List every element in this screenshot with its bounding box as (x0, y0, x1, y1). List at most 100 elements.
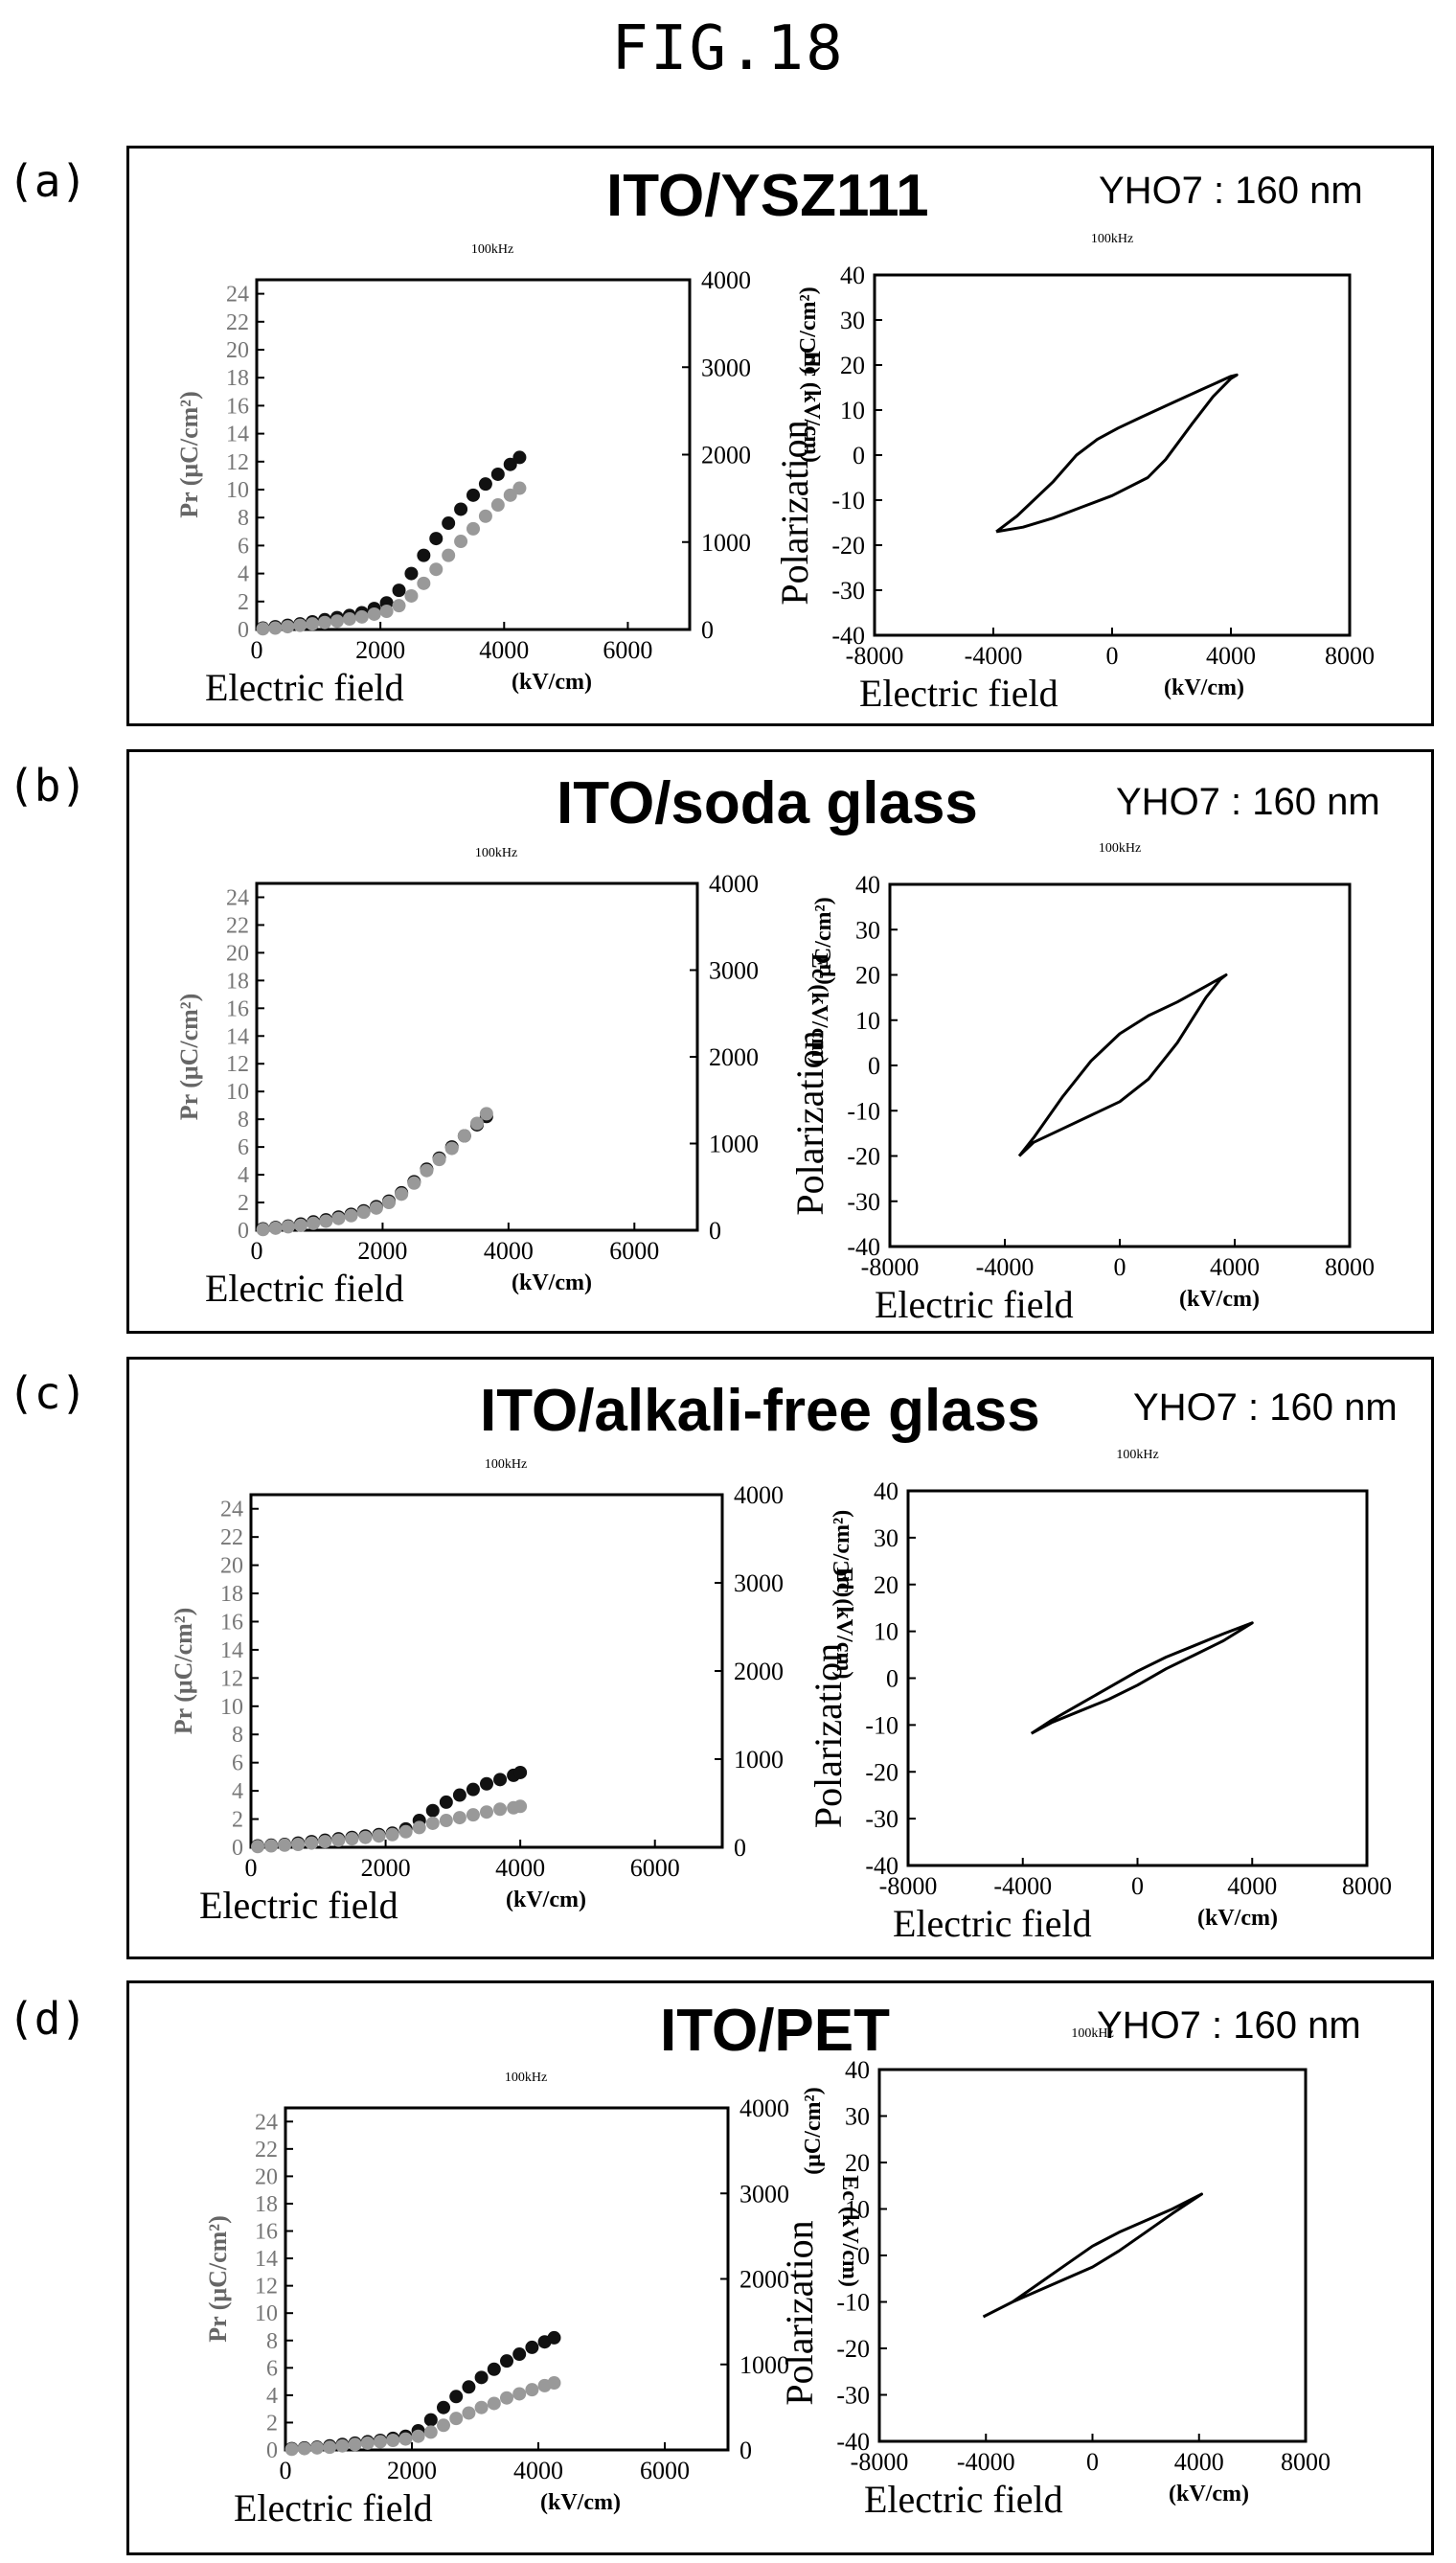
ec-point (318, 615, 332, 629)
y-tick-label: 6 (238, 1135, 249, 1160)
panel-b: ITO/soda glass YHO7 : 160 nm (126, 749, 1434, 1334)
y-tick-label: 2 (238, 590, 249, 615)
y-tick-label: 20 (226, 338, 249, 363)
ec-point (398, 1824, 413, 1839)
y2-tick-label: 2000 (709, 1043, 759, 1071)
x-tick-label: 4000 (479, 636, 529, 664)
y-tick-label: 12 (255, 2275, 278, 2300)
y2-tick-label: 3000 (734, 1569, 784, 1597)
ec-point (474, 2400, 489, 2414)
x-axis-label: Electric field (859, 672, 1058, 715)
y2-tick-label: 1000 (734, 1746, 784, 1774)
y-tick-label: 40 (855, 871, 880, 899)
y-tick-label: 2 (238, 1191, 249, 1216)
panel-c: ITO/alkali-free glass YHO7 : 160 nm (126, 1357, 1434, 1959)
panel-letter-a: (a) (8, 155, 88, 207)
ec-point (356, 1205, 371, 1220)
y2-tick-label: 1000 (709, 1131, 759, 1158)
pr-point (487, 2362, 501, 2376)
pr-point (480, 1776, 493, 1791)
x-tick-label: 4000 (484, 1237, 534, 1265)
y2-tick-label: 1000 (701, 529, 751, 557)
y-tick-label: 24 (255, 2110, 278, 2135)
freq-label: 100kHz (505, 2071, 547, 2085)
ec-point (417, 576, 431, 590)
x-axis-label: Electric field (205, 666, 404, 709)
y-axis-label: Polarization (807, 1643, 850, 1828)
x-tick-label: 4000 (1210, 1253, 1260, 1281)
ec-point (454, 535, 468, 549)
y-tick-label: -10 (865, 1711, 899, 1739)
x-axis-label: Electric field (864, 2478, 1063, 2521)
y-tick-label: 10 (855, 1007, 880, 1035)
panel-a: ITO/YSZ111 YHO7 : 160 nm (126, 146, 1434, 726)
y-tick-label: 8 (238, 506, 249, 531)
x-tick-label: 4000 (1174, 2448, 1224, 2476)
y-tick-label: 0 (266, 2438, 278, 2463)
ec-point (500, 2391, 513, 2405)
y-tick-label: 30 (855, 916, 880, 944)
y-axis-label: Polarization (773, 420, 816, 605)
y-tick-label: 6 (238, 534, 249, 559)
panel-d-sample-label: YHO7 : 160 nm (1097, 2004, 1361, 2047)
y-tick-label: 18 (226, 969, 249, 994)
x-tick-label: 0 (245, 1854, 258, 1882)
ec-point (411, 2429, 425, 2443)
ec-point (452, 1811, 466, 1825)
x-tick-label: 4000 (513, 2457, 563, 2484)
ec-point (291, 1838, 306, 1852)
x-axis-label: Electric field (234, 2486, 433, 2529)
y-tick-label: 4 (238, 1163, 249, 1188)
ec-point (319, 1214, 333, 1228)
y2-tick-label: 1000 (739, 2351, 789, 2379)
x-tick-label: -8000 (879, 1872, 938, 1900)
y-axis-label: Polarization (788, 1030, 831, 1215)
y-axis-unit: (μC/cm²) (811, 897, 836, 984)
x-tick-label: 0 (1086, 2448, 1099, 2476)
freq-label: 100kHz (1091, 232, 1133, 246)
ec-point (466, 521, 480, 536)
pr-plot-frame (255, 881, 699, 1232)
y-tick-label: 2 (232, 1808, 243, 1833)
ec-point (360, 2436, 375, 2450)
y-tick-label: 2 (266, 2411, 278, 2436)
panel-d-title: ITO/PET (660, 1998, 891, 2064)
y-tick-label: 10 (874, 1618, 899, 1646)
y-tick-label: 24 (226, 283, 249, 308)
ec-point (256, 622, 270, 636)
ec-point (342, 612, 356, 627)
y-tick-label: -30 (865, 1805, 899, 1833)
ec-point (369, 1201, 383, 1215)
x-tick-label: -8000 (861, 1253, 920, 1281)
ec-point (525, 2383, 539, 2397)
y-tick-label: -10 (831, 487, 865, 515)
pr-point (425, 1803, 440, 1818)
y-tick-label: 20 (874, 1571, 899, 1599)
ec-point (513, 1799, 528, 1814)
ec-point (318, 1835, 332, 1849)
y-tick-label: 10 (840, 397, 865, 424)
y-tick-label: -10 (847, 1097, 880, 1125)
ec-point (487, 2396, 501, 2411)
pr-point (452, 1788, 466, 1802)
y-tick-label: 14 (226, 423, 249, 447)
x-tick-label: 4000 (1227, 1872, 1277, 1900)
freq-label: 100kHz (1116, 1448, 1158, 1462)
ec-point (372, 1829, 386, 1843)
ec-point (268, 1221, 283, 1235)
ec-point (512, 2387, 527, 2401)
y-tick-label: 6 (266, 2356, 278, 2381)
y2-tick-label: 0 (739, 2437, 752, 2464)
pr-point (439, 1795, 453, 1809)
x-tick-label: -8000 (851, 2448, 909, 2476)
ec-point (330, 614, 344, 629)
y-tick-label: -40 (831, 622, 865, 650)
panel-letter-b: (b) (8, 760, 88, 812)
ec-point (547, 2376, 561, 2391)
pr-point (525, 2340, 539, 2354)
panel-b-sample-label: YHO7 : 160 nm (1116, 781, 1380, 823)
y-tick-label: 18 (255, 2192, 278, 2217)
ec-point (493, 1802, 508, 1817)
y2-tick-label: 3000 (739, 2180, 789, 2208)
ec-point (439, 1814, 453, 1828)
